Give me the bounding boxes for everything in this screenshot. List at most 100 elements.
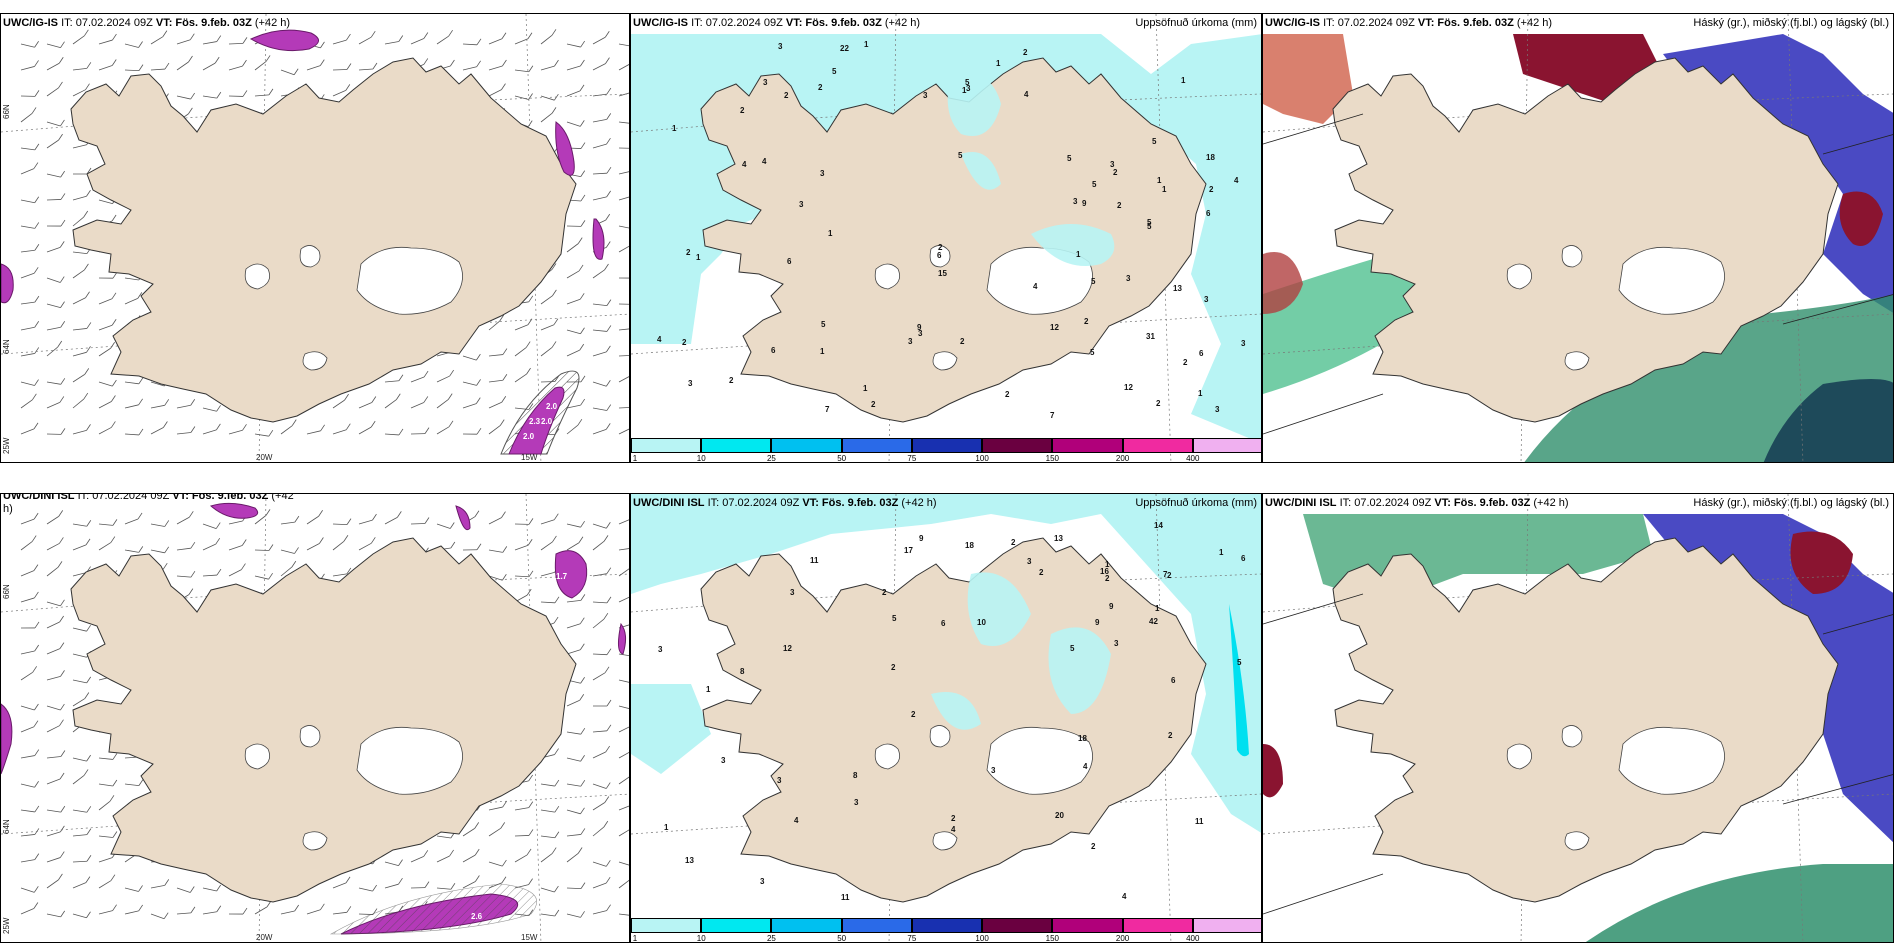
precip-value: 3 [721, 756, 726, 765]
precip-value: 3 [763, 78, 768, 87]
precip-value: 2 [1011, 538, 1016, 547]
precip-value: 9 [919, 534, 924, 543]
colorbar-tick: 1 [632, 934, 638, 943]
precip-value: 2 [1113, 168, 1118, 177]
precip-value: 4 [657, 335, 662, 344]
glacier-outline [986, 246, 1093, 315]
panel-cloud-top: UWC/IG-IS IT: 07.02.2024 09Z VT: Fös. 9.… [1262, 13, 1894, 463]
glacier-outline [1561, 245, 1583, 268]
precip-value: 2 [882, 588, 887, 597]
precip-value: 8 [740, 667, 745, 676]
mid-cloud [1643, 514, 1893, 843]
precip-value: 4 [1083, 762, 1088, 771]
precip-value: 4 [742, 160, 747, 169]
precip-value: 12 [1124, 383, 1133, 392]
panel-cloud-bottom: UWC/DINI ISL IT: 07.02.2024 09Z VT: Fös.… [1262, 493, 1894, 943]
precip-value: 3 [658, 645, 663, 654]
colorbar-tick: 150 [1045, 934, 1060, 943]
colorbar-swatch [701, 918, 772, 933]
precip-value: 3 [1204, 295, 1209, 304]
colorbar-swatch [631, 438, 702, 453]
precip-value: 18 [1078, 734, 1087, 743]
precip-value: 1 [996, 59, 1001, 68]
precip-area [1048, 627, 1111, 714]
precip-value: 6 [1199, 349, 1204, 358]
strong-wind-area [249, 29, 319, 52]
precip-value: 13 [1054, 534, 1063, 543]
glacier-outline [874, 743, 901, 770]
fir-boundary [1263, 593, 1893, 915]
iceland-land [70, 57, 577, 423]
precip-value: 5 [1090, 348, 1095, 357]
strong-wind-area [555, 121, 575, 176]
precip-area [1031, 224, 1115, 266]
glacier-outline [356, 246, 463, 315]
glacier-outline [874, 263, 901, 290]
panel-title: Uppsöfnuð úrkoma (mm) [1135, 17, 1257, 29]
colorbar-swatch [982, 438, 1053, 453]
precip-value: 5 [958, 151, 963, 160]
high-cloud [1263, 34, 1353, 124]
low-cloud [1263, 744, 1283, 798]
precip-value: 1 [1076, 250, 1081, 259]
wind-speed-label: 2.6 [471, 912, 483, 921]
precip-value: 1 [1157, 176, 1162, 185]
precip-value: 1 [962, 86, 967, 95]
precip-value: 5 [1147, 218, 1152, 227]
colorbar-tick: 100 [975, 934, 989, 943]
colorbar-swatch [771, 918, 842, 933]
precip-value: 13 [1173, 284, 1182, 293]
precip-area [967, 572, 1031, 646]
glacier-outline [1506, 743, 1533, 770]
strong-wind-area [617, 622, 627, 655]
colorbar-swatch [701, 438, 772, 453]
precip-value: 22 [840, 44, 849, 53]
lon-label: 15W [521, 453, 538, 462]
precip-value: 3 [918, 329, 923, 338]
colorbar-tick: 75 [907, 454, 917, 463]
precip-value: 1 [828, 229, 833, 238]
precip-value: 31 [1146, 332, 1155, 341]
precip-value: 5 [1237, 658, 1242, 667]
lon-label: 25W [2, 917, 11, 934]
precip-value: 2 [784, 91, 789, 100]
panel-header: UWC/IG-IS IT: 07.02.2024 09Z VT: Fös. 9.… [1265, 17, 1553, 29]
colorbar-tick: 150 [1045, 454, 1060, 463]
lon-label: 20W [256, 453, 273, 462]
precip-value: 3 [778, 42, 783, 51]
precip-area [631, 494, 1261, 833]
colorbar-swatch [1122, 438, 1193, 453]
glacier-outline [932, 351, 958, 371]
colorbar-tick: 50 [837, 934, 847, 943]
precip-value: 6 [787, 257, 792, 266]
colorbar-swatch [1122, 918, 1193, 933]
panel-wind-bottom: UWC/DINI ISL IT: 07.02.2024 09Z VT: Fös.… [0, 493, 630, 943]
precip-value: 2 [891, 663, 896, 672]
precip-value: 2 [1005, 390, 1010, 399]
precip-value: 5 [965, 78, 970, 87]
precip-value: 4 [1122, 892, 1127, 901]
precip-value: 12 [1050, 323, 1059, 332]
low-cloud [1839, 191, 1883, 246]
glacier-outline [302, 831, 328, 851]
precip-value: 3 [1110, 160, 1115, 169]
precip-value: 7 [1163, 570, 1168, 579]
colorbar-tick: 10 [696, 934, 706, 943]
precip-value: 1 [1162, 185, 1167, 194]
precip-value: 7 [1050, 411, 1055, 420]
iceland-land [1332, 57, 1839, 423]
wind-map: 1.7 2.6 66N 64N 20W 15W 25W [1, 494, 629, 942]
precip-value: 6 [937, 251, 942, 260]
glacier-outline [929, 245, 951, 268]
colorbar-tick: 200 [1115, 454, 1130, 463]
precip-value: 3 [908, 337, 913, 346]
glacier-outline [1561, 725, 1583, 748]
precip-value: 3 [760, 877, 765, 886]
glacier-outline [1506, 263, 1533, 290]
panel-precip-top: UWC/IG-IS IT: 07.02.2024 09Z VT: Fös. 9.… [630, 13, 1262, 463]
precip-value: 2 [1084, 317, 1089, 326]
precip-value: 1 [706, 685, 711, 694]
strong-wind-area [455, 505, 471, 531]
precip-value: 11 [841, 893, 850, 902]
precip-value: 3 [688, 379, 693, 388]
